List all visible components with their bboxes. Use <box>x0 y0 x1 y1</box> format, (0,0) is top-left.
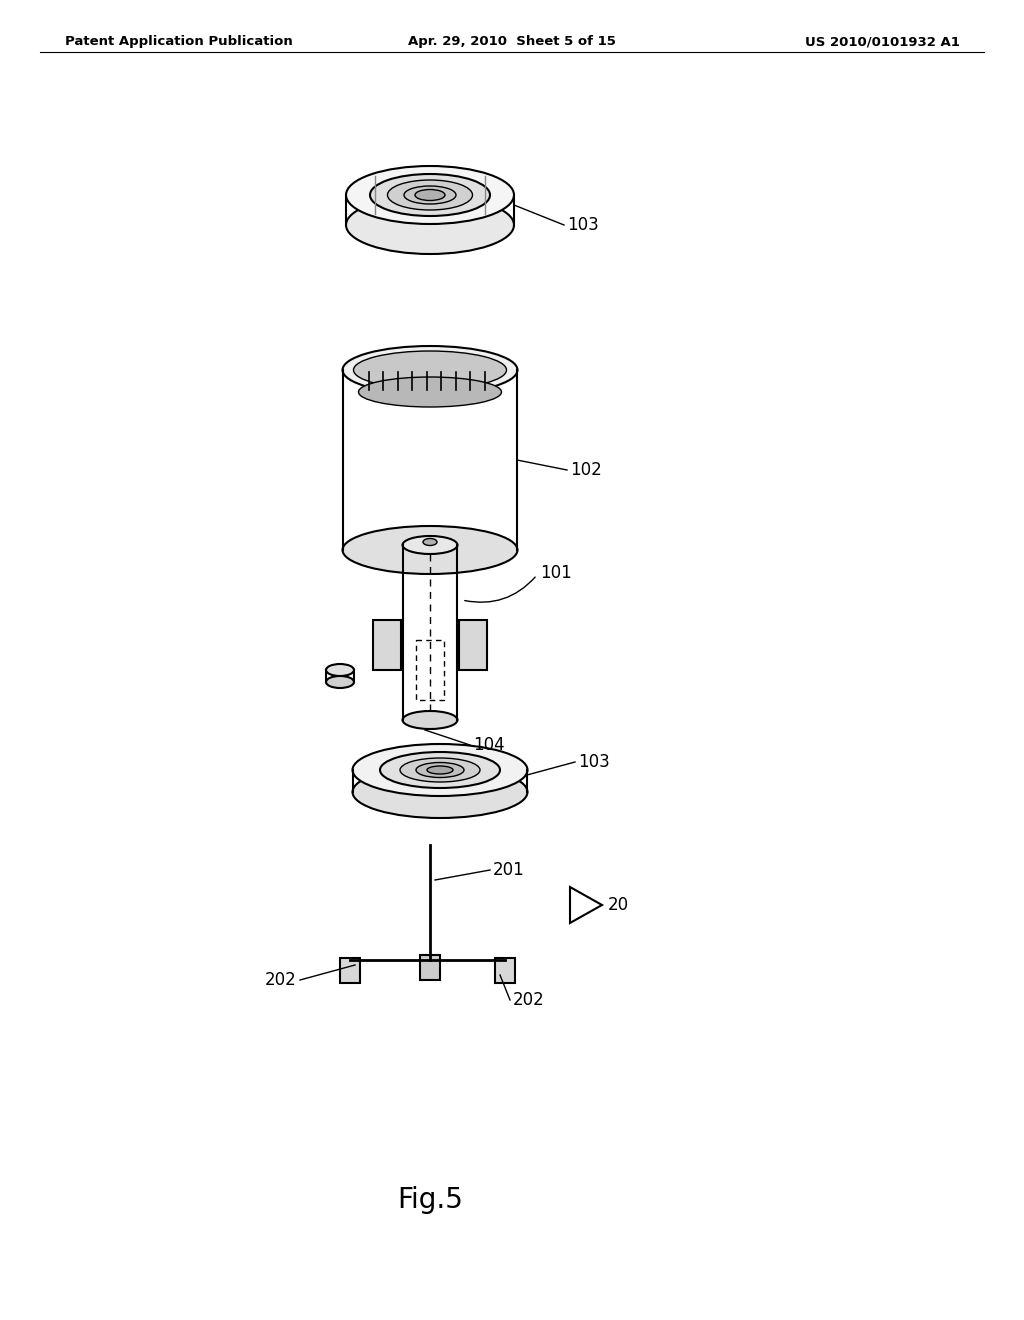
Ellipse shape <box>402 536 458 554</box>
Ellipse shape <box>370 174 490 216</box>
Ellipse shape <box>346 166 514 224</box>
Ellipse shape <box>346 195 514 253</box>
Text: 104: 104 <box>473 737 505 754</box>
Text: 103: 103 <box>567 216 599 234</box>
Ellipse shape <box>326 676 354 688</box>
Bar <box>459 620 487 671</box>
Ellipse shape <box>358 378 502 407</box>
Ellipse shape <box>353 351 507 389</box>
Bar <box>420 954 440 979</box>
Ellipse shape <box>352 744 527 796</box>
Bar <box>340 958 360 983</box>
Text: Apr. 29, 2010  Sheet 5 of 15: Apr. 29, 2010 Sheet 5 of 15 <box>408 36 616 49</box>
Ellipse shape <box>342 346 517 393</box>
Ellipse shape <box>380 752 500 788</box>
Text: 201: 201 <box>493 861 524 879</box>
Ellipse shape <box>352 766 527 818</box>
Text: Fig.5: Fig.5 <box>397 1185 463 1214</box>
Ellipse shape <box>342 525 517 574</box>
Text: 202: 202 <box>265 972 297 989</box>
Ellipse shape <box>416 763 464 777</box>
Ellipse shape <box>326 664 354 676</box>
Text: 101: 101 <box>540 564 571 582</box>
Text: 20: 20 <box>608 896 629 913</box>
Ellipse shape <box>387 180 472 210</box>
Ellipse shape <box>427 766 453 774</box>
Bar <box>495 958 515 983</box>
Text: 102: 102 <box>570 461 602 479</box>
Ellipse shape <box>415 190 445 201</box>
Text: Patent Application Publication: Patent Application Publication <box>65 36 293 49</box>
Ellipse shape <box>402 711 458 729</box>
Bar <box>373 620 401 671</box>
Ellipse shape <box>423 539 437 545</box>
Text: 202: 202 <box>513 991 545 1008</box>
Ellipse shape <box>404 186 456 205</box>
Text: US 2010/0101932 A1: US 2010/0101932 A1 <box>805 36 961 49</box>
Ellipse shape <box>400 758 480 781</box>
Text: 103: 103 <box>578 752 609 771</box>
